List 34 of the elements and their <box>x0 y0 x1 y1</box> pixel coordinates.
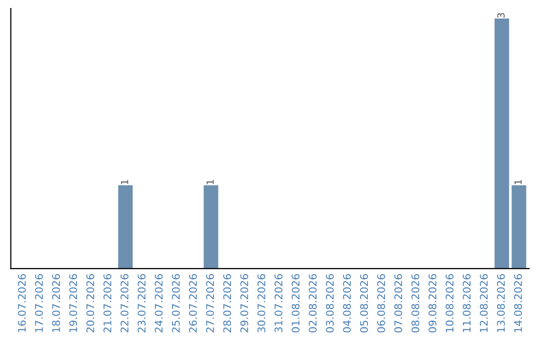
x-tick-label: 17.07.2026 <box>35 274 43 332</box>
x-tick-label: 23.07.2026 <box>138 274 146 332</box>
x-tick-label: 07.08.2026 <box>394 274 402 332</box>
x-tick-label: 20.07.2026 <box>86 274 94 332</box>
x-tick-label: 13.08.2026 <box>496 274 505 332</box>
x-tick-label: 21.07.2026 <box>103 274 112 332</box>
x-tick-label: 31.07.2026 <box>274 274 282 332</box>
x-tick-label: 27.07.2026 <box>206 274 214 332</box>
x-tick-label: 14.08.2026 <box>514 274 522 332</box>
x-tick-label: 03.08.2026 <box>326 274 334 332</box>
x-tick-label: 08.08.2026 <box>411 274 420 332</box>
x-tick-label: 30.07.2026 <box>257 274 266 332</box>
x-tick-label: 02.08.2026 <box>308 274 317 332</box>
x-tick-label: 18.07.2026 <box>52 274 60 332</box>
x-tick-label: 29.07.2026 <box>240 274 248 332</box>
x-tick-label: 11.08.2026 <box>462 274 471 332</box>
x-tick-label: 10.08.2026 <box>446 274 454 332</box>
x-tick-label: 09.08.2026 <box>428 274 436 332</box>
x-tick-label: 05.08.2026 <box>360 274 368 332</box>
x-tick-label: 24.07.2026 <box>154 274 163 332</box>
x-tick-label: 04.08.2026 <box>342 274 351 332</box>
x-tick-label: 01.08.2026 <box>292 274 300 332</box>
x-tick-label: 22.07.2026 <box>120 274 128 332</box>
x-tick-label: 12.08.2026 <box>480 274 488 332</box>
x-tick-label: 28.07.2026 <box>223 274 232 332</box>
x-tick-label: 16.07.2026 <box>18 274 26 332</box>
data-label: 3 <box>497 13 505 18</box>
x-tick-label: 19.07.2026 <box>69 274 78 332</box>
x-tick-label: 26.07.2026 <box>189 274 197 332</box>
x-tick-label: 25.07.2026 <box>172 274 180 332</box>
data-label: 1 <box>121 180 128 184</box>
data-label: 1 <box>514 180 522 184</box>
data-label: 1 <box>206 180 214 184</box>
x-tick-label: 06.08.2026 <box>377 274 386 332</box>
